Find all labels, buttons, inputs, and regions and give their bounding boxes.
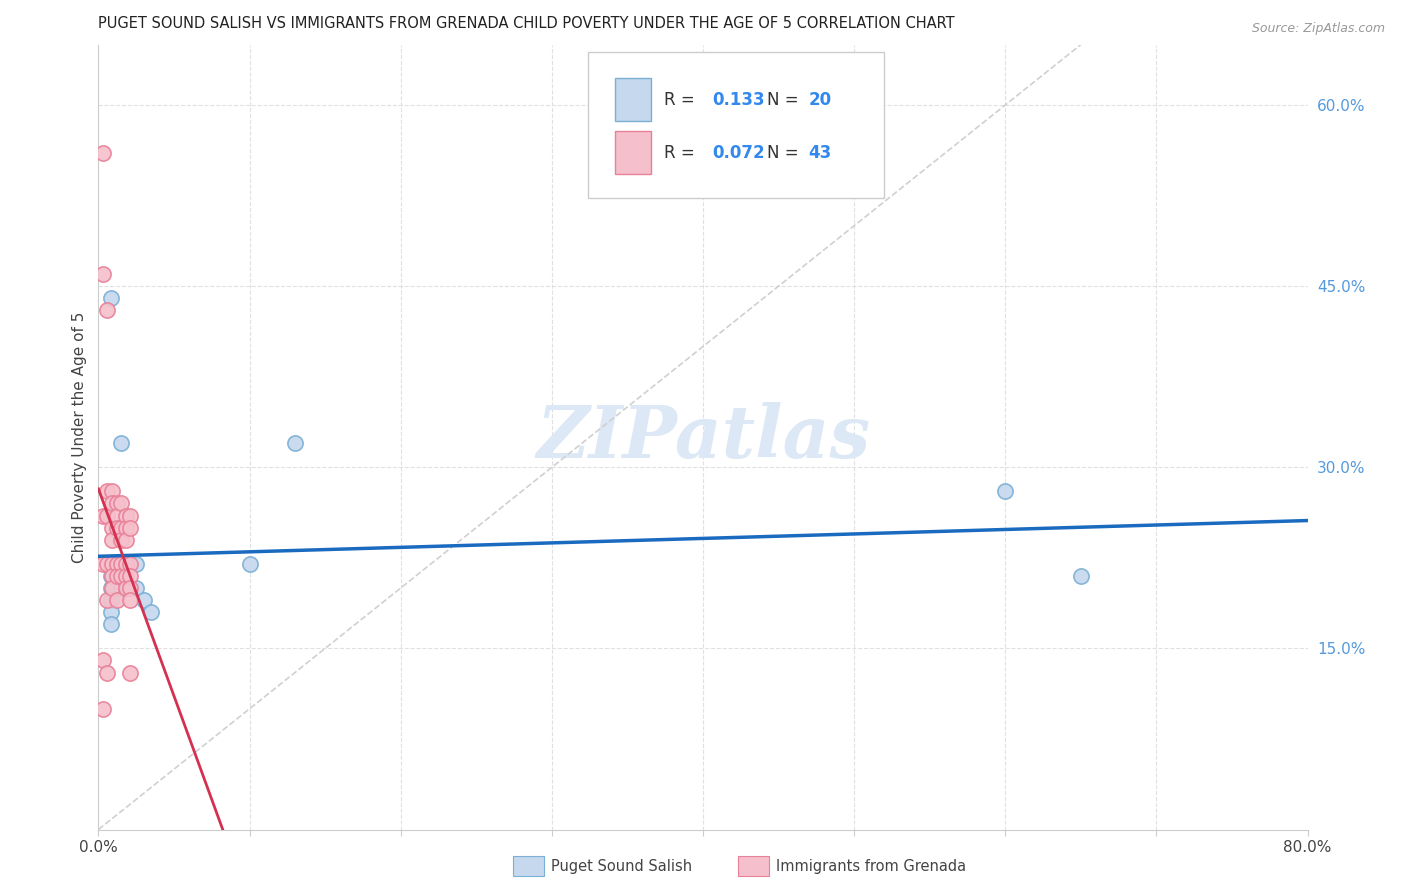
Point [110, 496, 132, 510]
Point [114, 557, 136, 571]
Point [110, 521, 132, 535]
Point [96, 593, 118, 607]
Point [120, 665, 142, 680]
Point [132, 593, 155, 607]
Point [114, 508, 136, 523]
Point [110, 557, 132, 571]
Point [101, 581, 124, 595]
FancyBboxPatch shape [614, 131, 651, 174]
Point [105, 593, 128, 607]
FancyBboxPatch shape [614, 78, 651, 120]
Point [125, 557, 148, 571]
Text: 43: 43 [808, 144, 831, 162]
Point [105, 557, 128, 571]
Text: 20: 20 [808, 91, 831, 109]
Point [101, 484, 124, 499]
Point [114, 569, 136, 583]
FancyBboxPatch shape [588, 53, 884, 198]
Point [105, 508, 128, 523]
Text: PUGET SOUND SALISH VS IMMIGRANTS FROM GRENADA CHILD POVERTY UNDER THE AGE OF 5 C: PUGET SOUND SALISH VS IMMIGRANTS FROM GR… [98, 16, 955, 31]
Point [120, 569, 142, 583]
Text: Puget Sound Salish: Puget Sound Salish [551, 859, 692, 873]
Point [141, 605, 163, 619]
Point [110, 581, 132, 595]
Text: N =: N = [768, 91, 804, 109]
Point [120, 508, 142, 523]
Point [118, 581, 141, 595]
Point [96, 665, 118, 680]
Point [110, 557, 132, 571]
Text: R =: R = [664, 144, 700, 162]
Point [120, 521, 142, 535]
Point [105, 496, 128, 510]
Point [120, 557, 142, 571]
Text: N =: N = [768, 144, 804, 162]
Point [110, 533, 132, 547]
Point [118, 557, 141, 571]
Point [114, 533, 136, 547]
Point [105, 521, 128, 535]
Point [100, 291, 122, 305]
Point [91, 557, 114, 571]
Point [96, 484, 118, 499]
Point [96, 508, 118, 523]
Point [91, 508, 114, 523]
Point [100, 605, 122, 619]
Point [91, 702, 114, 716]
Point [114, 581, 136, 595]
Point [105, 569, 128, 583]
Text: Source: ZipAtlas.com: Source: ZipAtlas.com [1251, 22, 1385, 36]
Point [91, 653, 114, 667]
Point [101, 521, 124, 535]
Point [100, 569, 122, 583]
Point [101, 569, 124, 583]
Y-axis label: Child Poverty Under the Age of 5: Child Poverty Under the Age of 5 [72, 311, 87, 563]
Point [101, 533, 124, 547]
Point [110, 569, 132, 583]
Point [91, 267, 114, 281]
Point [110, 436, 132, 450]
Point [100, 593, 122, 607]
Point [100, 617, 122, 632]
Point [125, 581, 148, 595]
Point [120, 593, 142, 607]
Point [994, 484, 1017, 499]
Point [100, 581, 122, 595]
Point [101, 557, 124, 571]
Text: 0.133: 0.133 [713, 91, 765, 109]
Text: R =: R = [664, 91, 700, 109]
Point [96, 303, 118, 318]
Text: Immigrants from Grenada: Immigrants from Grenada [776, 859, 966, 873]
Point [284, 436, 307, 450]
Point [91, 146, 114, 161]
Point [1070, 569, 1092, 583]
Point [120, 581, 142, 595]
Point [114, 521, 136, 535]
Point [96, 557, 118, 571]
Text: 0.072: 0.072 [713, 144, 765, 162]
Point [100, 557, 122, 571]
Point [239, 557, 262, 571]
Point [101, 496, 124, 510]
Text: ZIPatlas: ZIPatlas [536, 401, 870, 473]
